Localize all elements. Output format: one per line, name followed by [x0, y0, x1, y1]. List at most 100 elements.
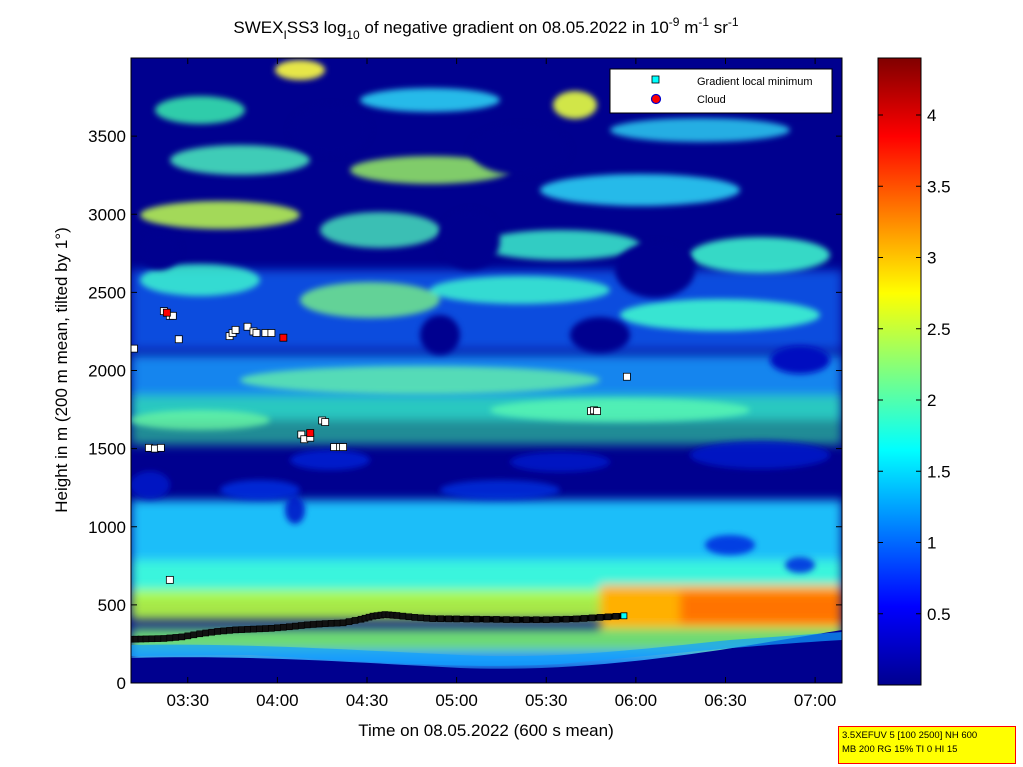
gradient-minimum-marker	[231, 325, 240, 334]
gradient-minima-markers	[131, 307, 631, 643]
boundary-layer-marker	[208, 628, 215, 636]
boundary-layer-marker	[333, 619, 341, 627]
boundary-layer-marker	[238, 626, 245, 633]
gradient-minimum-marker	[623, 372, 631, 381]
y-tick-label: 0	[117, 674, 126, 693]
legend-cloud-marker	[650, 93, 662, 105]
boundary-layer-marker	[437, 615, 444, 623]
gradient-minimum-marker	[174, 335, 183, 344]
y-tick-label: 2500	[88, 283, 126, 302]
info-line-1: 3.5XEFUV 5 [100 2500] NH 600	[842, 730, 978, 741]
boundary-layer-marker	[297, 622, 305, 629]
boundary-layer-marker	[513, 616, 520, 624]
boundary-layer-marker	[274, 624, 281, 632]
boundary-layer-marker	[572, 615, 580, 623]
gradient-minimum-marker	[243, 322, 252, 331]
legend-cloud-label: Cloud	[697, 94, 726, 106]
boundary-layer-marker	[292, 622, 299, 630]
info-box: 3.5XEFUV 5 [100 2500] NH 600 MB 200 RG 1…	[838, 726, 1016, 764]
colorbar-ticks: 0.5 1 1.5 2 2.5 3 3.5 4	[878, 106, 951, 624]
colorbar-tick-label: 0.5	[927, 605, 951, 624]
gradient-minimum-marker	[267, 329, 276, 337]
boundary-layer-marker	[286, 623, 293, 631]
boundary-layer-marker	[411, 614, 419, 621]
boundary-layer-marker	[244, 626, 251, 633]
y-axis: 0 500 1000 1500 2000 2500 3000 3500	[88, 127, 842, 693]
colorbar-tick-label: 3	[927, 249, 936, 268]
colorbar-gradient	[877, 57, 922, 686]
boundary-layer-marker	[423, 614, 431, 622]
boundary-layer-marker	[148, 635, 156, 643]
boundary-layer-marker	[596, 614, 604, 621]
y-tick-label: 1000	[88, 518, 126, 537]
x-tick-label: 07:00	[794, 691, 837, 710]
boundary-layer-marker	[262, 625, 269, 632]
boundary-layer-marker	[339, 619, 347, 627]
y-tick-label: 2000	[88, 362, 126, 381]
y-axis-label: Height in m (200 m mean, tilted by 1°)	[52, 227, 71, 513]
boundary-layer-marker	[178, 633, 186, 641]
boundary-layer-marker	[483, 615, 490, 623]
boundary-layer-marker	[542, 616, 550, 624]
boundary-layer-marker	[280, 623, 287, 631]
boundary-layer-marker	[214, 628, 221, 635]
y-tick-label: 500	[98, 596, 126, 615]
boundary-layer-marker	[321, 620, 329, 627]
boundary-layer-marker	[327, 620, 335, 627]
boundary-layer-marker	[604, 613, 612, 621]
boundary-layer-marker	[552, 616, 560, 623]
boundary-layer-marker	[250, 625, 257, 633]
x-tick-label: 03:30	[166, 691, 209, 710]
legend-minimum-marker	[651, 75, 660, 84]
heatmap-plot	[131, 58, 842, 683]
colorbar-tick-label: 4	[927, 106, 936, 125]
x-axis-label: Time on 08.05.2022 (600 s mean)	[358, 721, 613, 740]
heatmap-surface-layer	[131, 630, 842, 683]
cloud-markers	[162, 308, 315, 437]
gradient-minimum-marker	[321, 418, 330, 426]
y-tick-label: 1500	[88, 440, 126, 459]
chart-title: SWEXISS3 log10 of negative gradient on 0…	[233, 15, 739, 42]
info-line-2: MB 200 RG 15% TI 0 HI 15	[842, 744, 958, 755]
boundary-layer-marker	[493, 616, 500, 623]
boundary-layer-marker	[503, 616, 510, 623]
x-tick-label: 06:00	[615, 691, 658, 710]
boundary-layer-marker	[315, 620, 323, 628]
boundary-layer-marker	[473, 615, 480, 623]
boundary-layer-marker	[351, 617, 359, 624]
boundary-layer-marker	[612, 613, 620, 620]
boundary-layer-marker	[142, 635, 150, 643]
boundary-layer-marker	[226, 627, 233, 634]
boundary-layer-marker	[220, 627, 227, 635]
legend-minimum-label: Gradient local minimum	[697, 76, 813, 88]
boundary-layer-marker	[399, 612, 407, 620]
gradient-minimum-marker	[131, 344, 138, 353]
boundary-layer-marker	[160, 635, 168, 642]
colorbar-tick-label: 2.5	[927, 320, 951, 339]
heatmap-low-band	[131, 632, 842, 666]
colorbar-tick-label: 1	[927, 534, 936, 553]
gradient-minimum-marker	[165, 575, 174, 584]
cloud-marker	[279, 333, 288, 342]
boundary-layer-marker	[417, 614, 425, 622]
legend-box	[609, 68, 833, 114]
boundary-layer-marker	[309, 621, 317, 628]
boundary-layer-marker	[588, 614, 596, 622]
x-tick-label: 04:00	[256, 691, 299, 710]
boundary-layer-marker	[393, 612, 401, 619]
gradient-minimum-marker	[156, 443, 165, 452]
boundary-layer-marker	[523, 616, 530, 624]
boundary-layer-marker	[562, 615, 570, 623]
boundary-layer-marker	[429, 615, 437, 622]
x-axis: 03:30 04:00 04:30 05:00 05:30 06:00 06:30 07:00	[166, 58, 836, 710]
boundary-layer-marker	[154, 635, 162, 642]
boundary-layer-marker	[184, 632, 192, 640]
boundary-layer-marker	[345, 618, 353, 625]
boundary-layer-marker	[172, 634, 180, 641]
boundary-layer-marker	[580, 615, 588, 622]
boundary-layer-marker	[196, 630, 204, 638]
boundary-layer-marker	[166, 634, 174, 642]
colorbar-tick-label: 3.5	[927, 177, 951, 196]
boundary-layer-marker	[303, 621, 311, 629]
